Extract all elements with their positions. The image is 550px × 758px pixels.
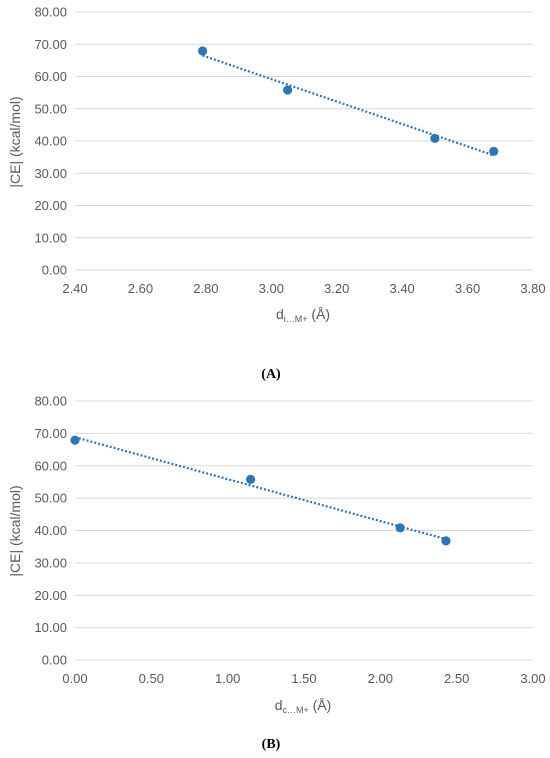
chart-b-data-point — [395, 523, 405, 533]
chart-a-x-axis-title: di…M+ (Å) — [276, 306, 330, 324]
chart-b-x-axis-title-unit: (Å) — [309, 697, 332, 713]
chart-a-x-tick-label: 2.60 — [128, 281, 153, 296]
chart-b-x-tick-label: 0.00 — [62, 671, 87, 686]
chart-a-y-tick-labels: 0.00 10.00 20.00 30.00 40.00 50.00 60.00 70.00 8… — [34, 5, 67, 278]
chart-a-y-tick-label: 50.00 — [34, 101, 67, 116]
chart-a-x-tick-label: 3.00 — [259, 281, 284, 296]
chart-a-data-point — [489, 146, 499, 156]
chart-b-x-tick-label: 3.00 — [520, 671, 545, 686]
chart-a-trendline-path — [202, 54, 495, 157]
chart-b-x-axis-title-base: d — [275, 697, 283, 713]
chart-a-y-tick-label: 40.00 — [34, 134, 67, 149]
chart-a-x-tick-label: 2.80 — [193, 281, 218, 296]
chart-a-y-axis-title: |CE| (kcal/mol) — [7, 96, 23, 187]
chart-a-x-tick-labels: 2.40 2.60 2.80 3.00 3.20 3.40 3.60 3.80 — [62, 281, 545, 296]
chart-b-x-tick-labels: 0.00 0.50 1.00 1.50 2.00 2.50 3.00 — [62, 671, 545, 686]
chart-b-y-axis-title: |CE| (kcal/mol) — [7, 485, 23, 576]
chart-b-x-tick-label: 0.50 — [139, 671, 164, 686]
chart-b-data-point — [441, 536, 451, 546]
chart-a-x-tick-label: 3.60 — [455, 281, 480, 296]
chart-b-x-tick-label: 2.00 — [368, 671, 393, 686]
chart-a-x-tick-label: 3.20 — [324, 281, 349, 296]
chart-a: 0.00 10.00 20.00 30.00 40.00 50.00 60.00 70.00 8… — [7, 5, 546, 383]
chart-a-y-tick-label: 0.00 — [42, 263, 67, 278]
chart-b-x-tick-label: 1.00 — [215, 671, 240, 686]
chart-b-y-tick-label: 20.00 — [34, 588, 67, 603]
chart-b-x-axis-title-sub: c…M+ — [282, 705, 308, 715]
chart-a-data-point — [197, 46, 208, 56]
chart-b-y-tick-label: 40.00 — [34, 523, 67, 538]
chart-b-y-tick-label: 50.00 — [34, 491, 67, 506]
chart-a-y-tick-label: 80.00 — [34, 5, 67, 20]
chart-b-y-tick-label: 70.00 — [34, 426, 67, 441]
panel-label-b: (B) — [262, 737, 281, 752]
chart-b: 0.00 10.00 20.00 30.00 40.00 50.00 60.00 70.00 8… — [7, 394, 546, 753]
chart-b-points — [70, 435, 451, 546]
chart-b-y-tick-label: 30.00 — [34, 555, 67, 570]
chart-b-gridlines — [75, 400, 533, 661]
chart-b-x-tick-label: 1.50 — [291, 671, 316, 686]
chart-a-x-tick-label: 2.40 — [62, 281, 87, 296]
chart-b-x-axis-title: dc…M+ (Å) — [275, 697, 332, 715]
chart-a-data-point — [430, 133, 440, 144]
chart-b-x-tick-label: 2.50 — [444, 671, 469, 686]
chart-a-x-axis-title-unit: (Å) — [308, 306, 331, 322]
chart-a-x-axis-title-sub: i…M+ — [284, 314, 308, 324]
chart-b-y-tick-label: 60.00 — [34, 458, 67, 473]
chart-b-data-point — [70, 435, 80, 445]
chart-a-data-point — [283, 85, 293, 95]
chart-a-x-tick-label: 3.80 — [520, 281, 545, 296]
chart-a-x-tick-label: 3.40 — [389, 281, 414, 296]
chart-a-y-tick-label: 10.00 — [34, 230, 67, 245]
chart-b-y-tick-label: 10.00 — [34, 620, 67, 635]
chart-b-y-tick-label: 0.00 — [42, 653, 67, 668]
chart-a-y-tick-label: 60.00 — [34, 69, 67, 84]
panel-label-a: (A) — [261, 367, 281, 382]
chart-b-y-tick-labels: 0.00 10.00 20.00 30.00 40.00 50.00 60.00 70.00 8… — [34, 394, 67, 668]
chart-a-x-axis-title-base: d — [276, 306, 284, 322]
chart-b-trendline-path — [74, 436, 447, 541]
chart-a-y-tick-label: 70.00 — [34, 37, 67, 52]
chart-b-data-point — [245, 474, 256, 484]
chart-a-points — [197, 46, 499, 156]
chart-a-y-tick-label: 30.00 — [34, 166, 67, 181]
chart-b-trendline — [74, 436, 447, 541]
chart-b-y-tick-label: 80.00 — [34, 394, 67, 409]
chart-a-gridlines — [75, 11, 533, 271]
chart-a-trendline — [202, 54, 495, 157]
chart-a-y-tick-label: 20.00 — [34, 198, 67, 213]
